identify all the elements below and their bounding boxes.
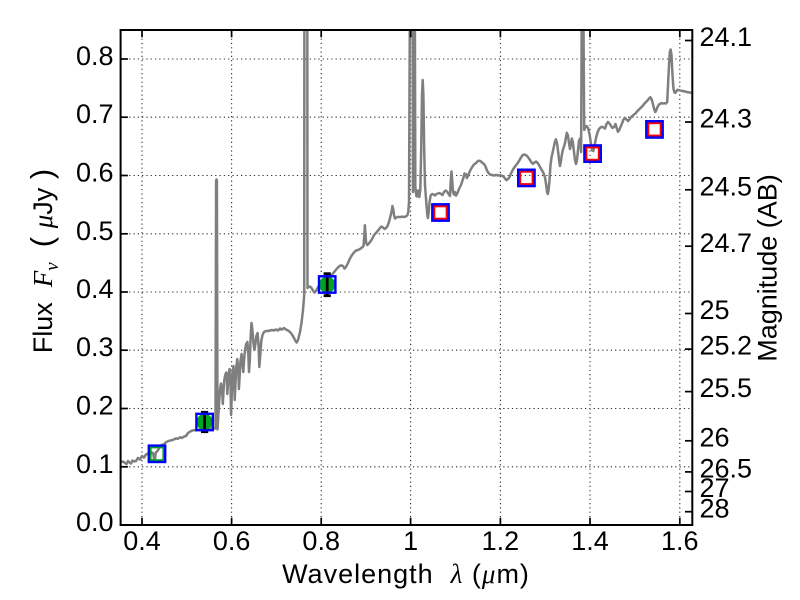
svg-text:1.2: 1.2: [482, 526, 520, 556]
svg-text:0.2: 0.2: [76, 391, 114, 421]
svg-text:26: 26: [700, 422, 730, 452]
svg-text:1: 1: [403, 526, 418, 556]
svg-text:0.6: 0.6: [213, 526, 251, 556]
svg-text:25: 25: [700, 295, 730, 325]
svg-text:0.7: 0.7: [76, 99, 114, 129]
svg-text:26.5: 26.5: [700, 454, 753, 484]
svg-text:24.1: 24.1: [700, 22, 753, 52]
svg-text:0.4: 0.4: [76, 274, 114, 304]
svg-text:24.5: 24.5: [700, 171, 753, 201]
svg-text:0.1: 0.1: [76, 449, 114, 479]
svg-text:Flux Fν ( μJy ): Flux Fν ( μJy ): [24, 169, 63, 353]
svg-text:0.6: 0.6: [76, 158, 114, 188]
svg-text:1.6: 1.6: [661, 526, 699, 556]
svg-text:24.3: 24.3: [700, 104, 753, 134]
svg-text:0.0: 0.0: [76, 507, 114, 537]
svg-text:0.8: 0.8: [76, 41, 114, 71]
svg-text:1.4: 1.4: [571, 526, 609, 556]
svg-text:24.7: 24.7: [700, 228, 753, 258]
svg-text:27: 27: [700, 473, 730, 503]
svg-text:25.5: 25.5: [700, 373, 753, 403]
svg-text:25.2: 25.2: [700, 331, 753, 361]
svg-text:0.4: 0.4: [123, 526, 161, 556]
svg-text:28: 28: [700, 493, 730, 523]
svg-text:0.8: 0.8: [302, 526, 340, 556]
svg-text:Magnitude (AB): Magnitude (AB): [753, 174, 783, 362]
svg-text:0.5: 0.5: [76, 216, 114, 246]
svg-text:Wavelength λ (μm): Wavelength λ (μm): [282, 559, 530, 589]
svg-text:0.3: 0.3: [76, 332, 114, 362]
